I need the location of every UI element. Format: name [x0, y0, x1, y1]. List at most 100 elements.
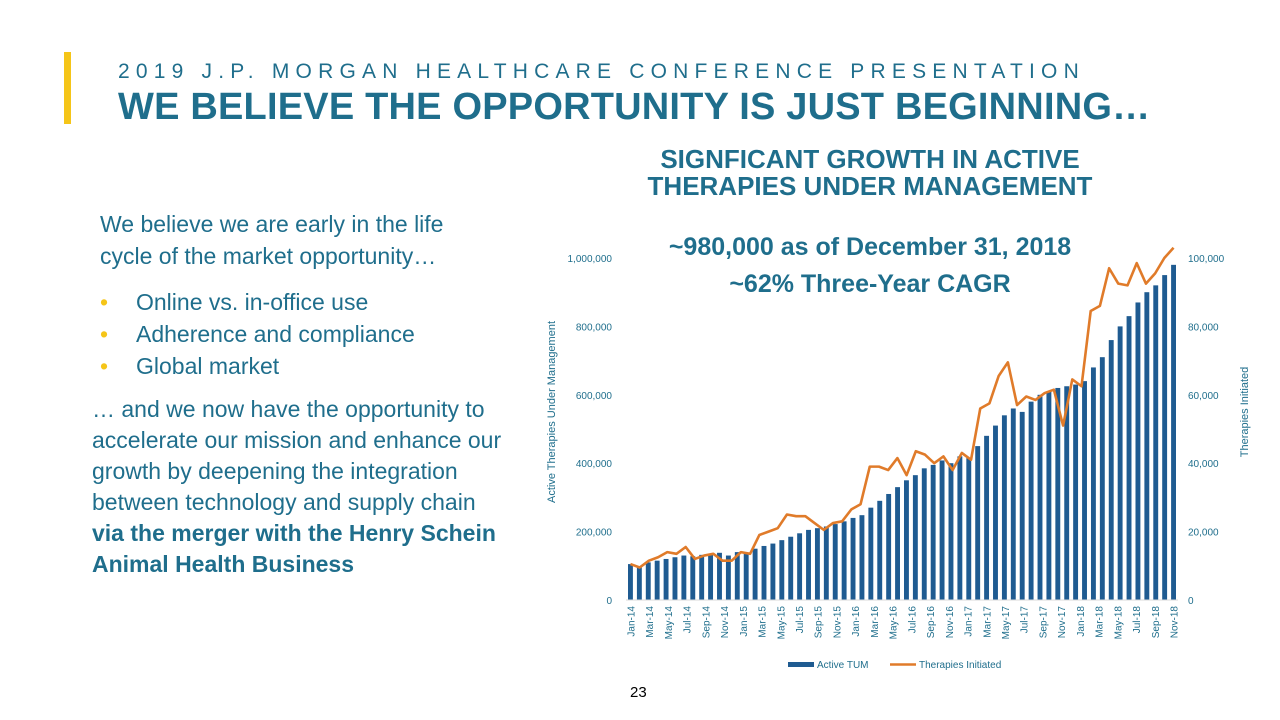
x-tick-label: Jan-17 — [964, 606, 975, 637]
bar-active-tum — [1171, 264, 1176, 600]
bar-active-tum — [966, 458, 972, 600]
bar-active-tum — [1010, 408, 1016, 600]
bar-active-tum — [806, 529, 811, 600]
bar-active-tum — [1019, 411, 1025, 600]
bar-active-tum — [1073, 384, 1079, 600]
chart-heading-line2: THERAPIES UNDER MANAGEMENT — [647, 171, 1093, 201]
left-tick-label: 600,000 — [576, 391, 613, 402]
bar-active-tum — [850, 517, 856, 600]
x-tick-label: Mar-18 — [1095, 606, 1106, 638]
bar-active-tum — [1028, 401, 1034, 600]
legend-label-therapies-initiated: Therapies Initiated — [919, 660, 1001, 671]
x-tick-label: Jul-15 — [795, 606, 806, 634]
right-tick-label: 0 — [1188, 596, 1194, 607]
bullet-text: Adherence and compliance — [136, 321, 415, 347]
x-tick-label: Jul-17 — [1020, 606, 1031, 634]
x-tick-label: Jan-14 — [626, 606, 637, 637]
bar-active-tum — [779, 540, 785, 600]
bar-active-tum — [993, 425, 998, 600]
x-tick-label: Jan-16 — [851, 606, 862, 637]
bar-active-tum — [654, 560, 660, 600]
bar-active-tum — [921, 468, 927, 600]
left-axis-title: Active Therapies Under Management — [546, 321, 558, 503]
x-tick-label: Jul-18 — [1132, 606, 1143, 634]
bar-active-tum — [1144, 292, 1150, 600]
bar-active-tum — [886, 493, 892, 600]
bar-active-tum — [1046, 391, 1052, 600]
bar-active-tum — [984, 435, 990, 600]
right-axis-title: Therapies Initiated — [1239, 367, 1251, 458]
right-tick-label: 40,000 — [1188, 459, 1219, 470]
left-tick-label: 1,000,000 — [568, 254, 613, 265]
bar-active-tum — [1126, 316, 1132, 600]
bar-active-tum — [1055, 387, 1061, 600]
x-tick-label: Sep-16 — [926, 606, 937, 639]
bar-active-tum — [636, 567, 642, 600]
bullet-dot-icon: • — [100, 321, 109, 347]
left-text-block: We believe we are early in the life cycl… — [92, 208, 502, 580]
bar-active-tum — [1135, 302, 1141, 600]
bar-active-tum — [797, 533, 803, 600]
x-tick-label: May-14 — [664, 606, 675, 640]
right-tick-label: 20,000 — [1188, 528, 1219, 539]
annotation-total: ~980,000 as of December 31, 2018 — [669, 233, 1071, 261]
bar-active-tum — [975, 446, 981, 600]
left-tick-label: 0 — [606, 596, 612, 607]
left-tick-label: 800,000 — [576, 322, 613, 333]
bar-active-tum — [1037, 394, 1043, 600]
right-tick-label: 60,000 — [1188, 391, 1219, 402]
x-tick-label: Nov-18 — [1170, 606, 1181, 639]
bar-active-tum — [1153, 285, 1159, 600]
left-tick-label: 400,000 — [576, 459, 613, 470]
chart-heading: SIGNFICANT GROWTH IN ACTIVE THERAPIES UN… — [620, 146, 1120, 200]
bullet-text: Global market — [136, 353, 280, 379]
bullet-list: • Online vs. in-office use • Adherence and… — [100, 286, 502, 382]
outro-plain: … and we now have the opportunity to acc… — [92, 396, 502, 515]
chart-heading-line1: SIGNFICANT GROWTH IN ACTIVE — [660, 144, 1080, 174]
line-therapies-initiated — [629, 246, 1175, 569]
bar-active-tum — [930, 464, 936, 600]
x-tick-label: May-18 — [1113, 606, 1124, 640]
x-tick-label: Nov-17 — [1057, 606, 1068, 639]
x-tick-label: Jul-16 — [907, 606, 918, 634]
x-tick-label: Nov-15 — [832, 606, 843, 639]
bullet-item: • Online vs. in-office use — [100, 286, 502, 318]
bar-active-tum — [939, 460, 945, 600]
outro-bold: via the merger with the Henry Schein Ani… — [92, 520, 496, 577]
x-tick-label: Nov-16 — [945, 606, 956, 639]
x-tick-label: Sep-14 — [701, 606, 712, 639]
bar-active-tum — [895, 487, 900, 600]
annotation-cagr: ~62% Three-Year CAGR — [729, 270, 1010, 298]
bar-active-tum — [770, 543, 776, 600]
page-number: 23 — [630, 684, 647, 701]
bar-active-tum — [868, 507, 874, 600]
x-tick-label: Nov-14 — [720, 606, 731, 639]
x-tick-label: Mar-17 — [982, 606, 993, 638]
x-tick-label: Mar-14 — [645, 606, 656, 638]
x-tick-label: Jan-18 — [1076, 606, 1087, 637]
bar-active-tum — [752, 548, 758, 600]
bar-active-tum — [1001, 415, 1007, 600]
bar-active-tum — [743, 552, 749, 600]
x-tick-label: Jan-15 — [739, 606, 750, 637]
bar-active-tum — [788, 536, 794, 600]
bar-active-tum — [912, 475, 918, 600]
left-tick-label: 200,000 — [576, 528, 613, 539]
bar-active-tum — [681, 555, 687, 600]
bar-active-tum — [948, 463, 954, 600]
bar-active-tum — [645, 562, 651, 600]
intro-text: We believe we are early in the life cycl… — [100, 211, 444, 269]
x-tick-label: Jul-14 — [683, 606, 694, 634]
x-tick-label: May-16 — [889, 606, 900, 640]
bar-active-tum — [859, 515, 865, 600]
bar-active-tum — [734, 552, 740, 600]
bar-active-tum — [725, 555, 731, 600]
bullet-item: • Adherence and compliance — [100, 318, 502, 350]
bar-active-tum — [672, 557, 678, 600]
bar-active-tum — [761, 545, 767, 600]
bar-active-tum — [1108, 340, 1114, 600]
bar-active-tum — [1064, 386, 1070, 600]
bar-active-tum — [708, 553, 714, 600]
bar-active-tum — [841, 521, 847, 600]
